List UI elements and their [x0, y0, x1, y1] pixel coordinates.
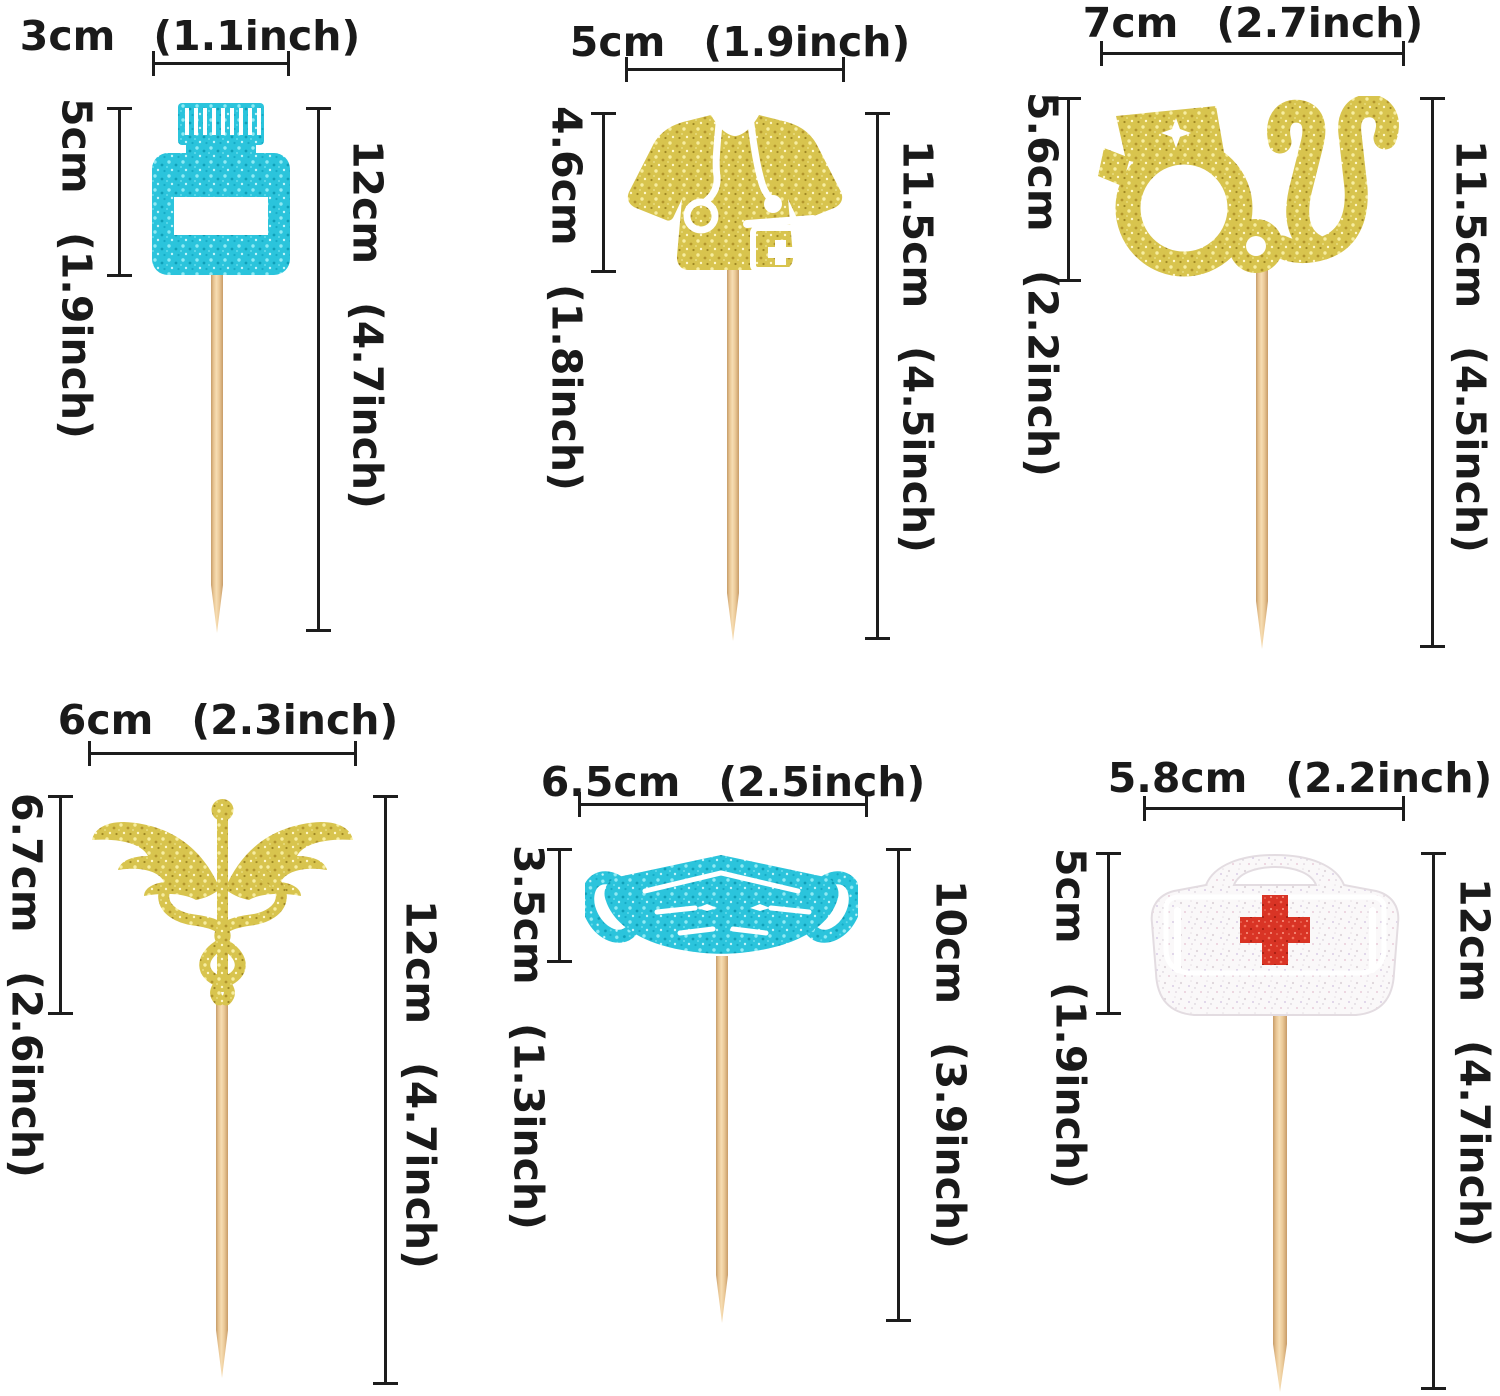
total-inch: (3.9inch) — [926, 1042, 975, 1249]
topper-height-label: 5cm (1.9inch) — [52, 98, 101, 439]
total-cm: 12cm — [396, 900, 445, 1025]
total-height-label: 12cm (4.7inch) — [343, 140, 392, 509]
total-height-label: 11.5cm (4.5inch) — [1446, 140, 1495, 554]
width-inch: (2.2inch) — [1285, 754, 1493, 802]
height-inch: (2.6inch) — [2, 970, 51, 1178]
height-cm: 5cm — [1046, 848, 1095, 944]
face-mask-icon — [585, 855, 858, 954]
total-height-dimension-line — [1421, 852, 1446, 1390]
width-label: 6cm (2.3inch) — [57, 696, 399, 744]
height-cm: 4.6cm — [542, 106, 591, 246]
scrub-top-icon — [627, 115, 843, 270]
topper-height-dimension-line — [591, 112, 616, 273]
total-inch: (4.5inch) — [893, 346, 942, 554]
width-dimension-line — [1100, 41, 1405, 66]
toothpick — [716, 956, 728, 1323]
height-inch: (1.8inch) — [542, 283, 591, 491]
topper-height-label: 5.6cm (2.2inch) — [1018, 92, 1067, 477]
pill-bottle-icon — [152, 103, 290, 275]
total-height-label: 11.5cm (4.5inch) — [893, 140, 942, 554]
first-aid-bag-icon — [1150, 853, 1400, 1016]
caduceus-icon — [92, 799, 353, 1006]
width-label: 6.5cm (2.5inch) — [540, 758, 926, 806]
height-inch: (1.3inch) — [504, 1022, 553, 1230]
width-dimension-line — [625, 57, 845, 82]
topper-height-label: 5cm (1.9inch) — [1046, 848, 1095, 1189]
total-height-dimension-line — [306, 107, 331, 632]
width-cm: 6.5cm — [540, 758, 681, 806]
toothpick — [1256, 250, 1268, 649]
topper-height-dimension-line — [1056, 97, 1081, 282]
width-inch: (1.1inch) — [153, 12, 361, 60]
total-cm: 12cm — [1450, 878, 1499, 1003]
topper-height-dimension-line — [1096, 852, 1121, 1015]
total-height-dimension-line — [886, 848, 911, 1322]
width-cm: 5cm — [569, 18, 666, 66]
total-height-dimension-line — [1420, 97, 1445, 648]
topper-height-dimension-line — [48, 795, 73, 1015]
total-height-label: 12cm (4.7inch) — [396, 900, 445, 1269]
toothpick — [727, 266, 739, 641]
stethoscope-icon — [1098, 96, 1399, 277]
width-inch: (2.7inch) — [1216, 0, 1424, 47]
width-dimension-line — [578, 792, 868, 817]
height-cm: 5.6cm — [1018, 92, 1067, 232]
total-inch: (4.7inch) — [343, 302, 392, 509]
toothpick — [211, 275, 223, 633]
width-dimension-line — [88, 741, 357, 766]
width-cm: 3cm — [19, 12, 116, 60]
width-label: 7cm (2.7inch) — [1082, 0, 1424, 47]
width-dimension-line — [1143, 796, 1405, 821]
total-cm: 11.5cm — [1446, 140, 1495, 309]
total-cm: 12cm — [343, 140, 392, 265]
height-cm: 3.5cm — [504, 845, 553, 985]
height-cm: 6.7cm — [2, 793, 51, 933]
width-inch: (1.9inch) — [703, 18, 911, 66]
height-inch: (2.2inch) — [1018, 269, 1067, 477]
toothpick — [216, 1000, 228, 1378]
width-cm: 6cm — [57, 696, 154, 744]
total-cm: 10cm — [926, 880, 975, 1005]
height-cm: 5cm — [52, 98, 101, 194]
width-inch: (2.5inch) — [718, 758, 926, 806]
width-cm: 5.8cm — [1107, 754, 1248, 802]
total-height-label: 10cm (3.9inch) — [926, 880, 975, 1249]
width-dimension-line — [152, 51, 290, 76]
width-label: 5.8cm (2.2inch) — [1107, 754, 1493, 802]
width-inch: (2.3inch) — [191, 696, 399, 744]
total-height-dimension-line — [865, 112, 890, 640]
total-cm: 11.5cm — [893, 140, 942, 309]
total-inch: (4.7inch) — [1450, 1040, 1499, 1247]
width-label: 3cm (1.1inch) — [19, 12, 361, 60]
topper-height-dimension-line — [547, 848, 572, 963]
toothpick — [1273, 1010, 1287, 1392]
width-cm: 7cm — [1082, 0, 1179, 47]
topper-height-label: 6.7cm (2.6inch) — [2, 793, 51, 1178]
width-label: 5cm (1.9inch) — [569, 18, 911, 66]
total-inch: (4.5inch) — [1446, 346, 1495, 554]
total-height-label: 12cm (4.7inch) — [1450, 878, 1499, 1247]
total-inch: (4.7inch) — [396, 1062, 445, 1269]
topper-height-label: 3.5cm (1.3inch) — [504, 845, 553, 1230]
total-height-dimension-line — [373, 795, 398, 1385]
height-inch: (1.9inch) — [1046, 981, 1095, 1189]
topper-height-label: 4.6cm (1.8inch) — [542, 106, 591, 491]
topper-height-dimension-line — [107, 107, 132, 277]
height-inch: (1.9inch) — [52, 231, 101, 439]
